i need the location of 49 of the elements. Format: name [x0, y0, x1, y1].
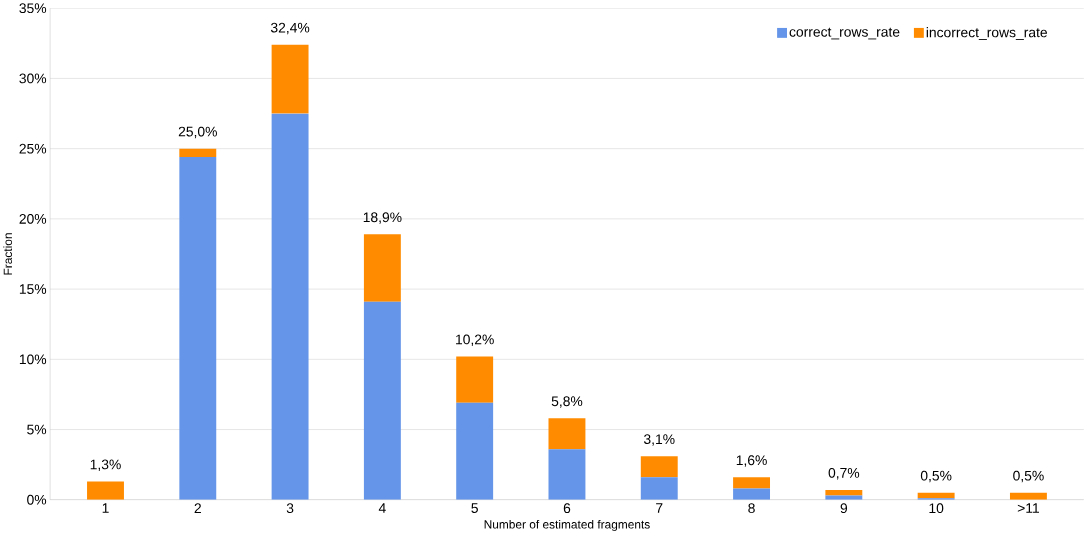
bar — [825, 489, 863, 496]
x-tick-label: >11 — [1017, 503, 1040, 513]
total-label: 3,1% — [643, 434, 675, 446]
y-axis-title: Fraction — [3, 233, 13, 275]
total-label: 5,8% — [551, 396, 583, 408]
total-label: 0,7% — [828, 467, 860, 480]
total-label: 0,5% — [920, 470, 952, 483]
x-tick-label: 6 — [563, 503, 571, 513]
x-tick-label: 8 — [748, 503, 755, 513]
bar — [363, 301, 401, 500]
legend-label: incorrect_rows_rate — [926, 26, 1048, 40]
y-tick-label: 10% — [19, 354, 47, 365]
bar — [456, 356, 494, 403]
total-label: 1,3% — [90, 459, 121, 471]
x-tick-label: 3 — [286, 503, 294, 513]
total-label: 1,6% — [736, 455, 767, 467]
y-tick-label: 5% — [27, 424, 47, 435]
x-tick-label: 10 — [929, 503, 944, 513]
x-axis-title: Number of estimated fragments — [484, 519, 650, 531]
total-label: 10,2% — [456, 334, 494, 346]
y-tick-label: 0% — [27, 494, 47, 505]
total-label: 25,0% — [178, 126, 217, 138]
total-label: 0,5% — [1013, 470, 1044, 483]
x-tick-label: 4 — [378, 503, 386, 513]
bar — [548, 418, 586, 450]
y-tick-label: 35% — [19, 3, 47, 13]
bar — [271, 44, 309, 114]
x-tick-label: 1 — [102, 503, 109, 513]
x-tick-label: 2 — [194, 503, 201, 513]
bar — [640, 456, 678, 478]
x-tick-label: 7 — [656, 503, 663, 513]
bar — [456, 402, 494, 500]
total-label: 18,9% — [363, 212, 402, 224]
bar — [271, 113, 309, 500]
bar — [548, 449, 586, 500]
y-tick-label: 15% — [19, 284, 47, 294]
y-tick-label: 25% — [19, 143, 47, 154]
bar — [363, 234, 401, 302]
total-label: 32,4% — [270, 22, 310, 35]
y-tick-label: 30% — [19, 73, 47, 84]
bar — [179, 148, 217, 157]
x-tick-label: 5 — [471, 503, 478, 513]
legend-label: correct_rows_rate — [789, 27, 900, 40]
bar — [87, 481, 124, 500]
bar — [640, 477, 678, 500]
x-tick-label: 9 — [840, 503, 848, 513]
y-tick-label: 20% — [19, 213, 47, 224]
bar — [179, 156, 217, 500]
bar — [733, 477, 771, 489]
